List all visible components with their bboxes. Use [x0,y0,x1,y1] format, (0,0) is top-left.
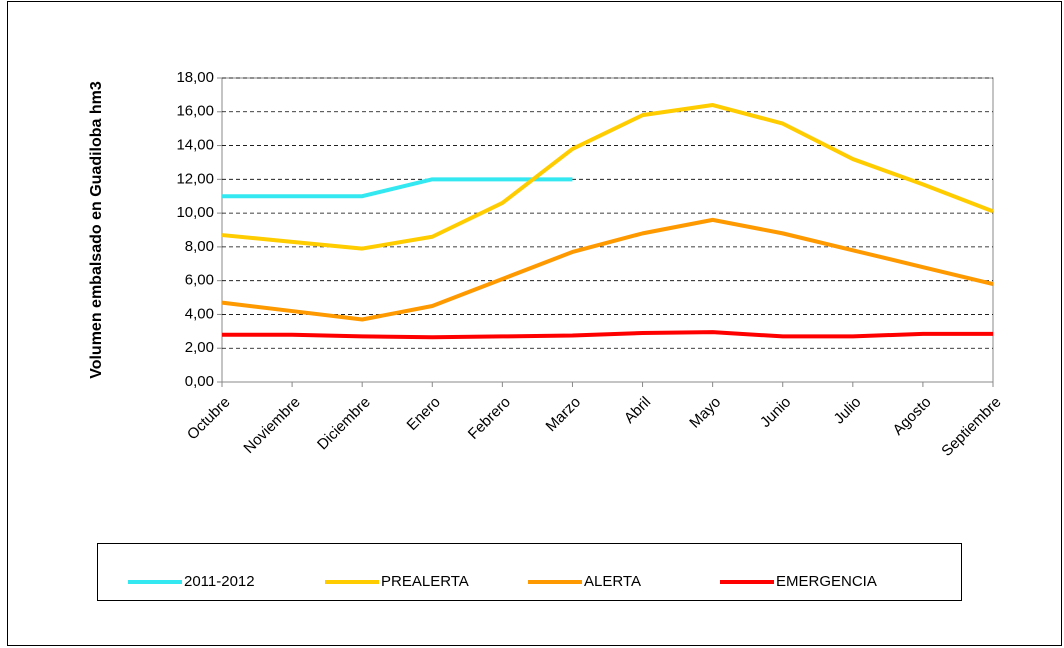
series-line [221,103,994,251]
y-tick-label: 16,00 [176,103,214,120]
y-tick-label: 0,00 [185,373,214,390]
y-tick-label: 6,00 [185,272,214,289]
y-tick-label: 2,00 [185,339,214,356]
series-line [221,217,994,322]
y-tick-label: 18,00 [176,69,214,86]
y-tick-label: 10,00 [176,204,214,221]
series-line [222,177,573,199]
y-tick-label: 8,00 [185,238,214,255]
y-tick-label: 12,00 [176,170,214,187]
legend-label: 2011-2012 [184,573,255,590]
chart-frame [7,1,1062,646]
series-line [222,330,993,340]
legend-label: PREALERTA [381,573,469,590]
legend-box [97,543,962,601]
y-axis-label: Volumen embalsado en Guadiloba hm3 [88,81,105,379]
legend-label: ALERTA [584,573,641,590]
y-tick-label: 14,00 [176,137,214,154]
legend-label: EMERGENCIA [776,573,877,590]
y-tick-label: 4,00 [185,305,214,322]
